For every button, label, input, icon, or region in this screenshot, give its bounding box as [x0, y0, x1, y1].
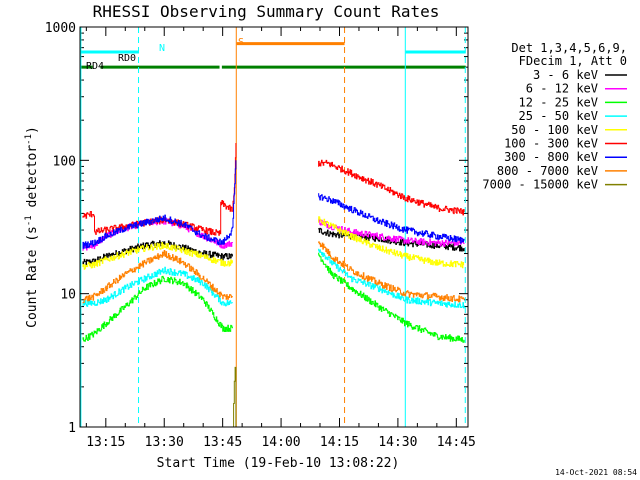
x-axis-ticks: 13:15 13:30 13:45 14:00 14:15 14:30 14:45 — [85, 27, 476, 450]
y-axis-ticks: 1 10 100 1000 — [45, 21, 468, 436]
series-line — [82, 250, 233, 304]
x-tick-label: 14:00 — [261, 435, 300, 450]
bar-label-n: N — [159, 43, 165, 54]
timestamp: 14-Oct-2021 08:54 — [555, 468, 637, 477]
plot-frame — [79, 26, 469, 428]
x-tick-label: 14:45 — [437, 435, 476, 450]
series-line — [318, 241, 465, 303]
series-line — [82, 242, 233, 270]
x-tick-label: 14:30 — [378, 435, 417, 450]
chart-title: RHESSI Observing Summary Count Rates — [93, 2, 440, 21]
y-tick-label: 1 — [68, 421, 76, 436]
legend-header-2: FDecim 1, Att 0 — [519, 54, 627, 68]
series-line — [318, 252, 465, 343]
x-tick-label: 13:45 — [203, 435, 242, 450]
y-axis-label: Count Rate (s-1 detector-1) — [24, 126, 40, 328]
series-lines — [82, 143, 465, 427]
legend-header-1: Det 1,3,4,5,6,9, — [511, 41, 627, 55]
x-tick-label: 13:15 — [86, 435, 125, 450]
series-line — [82, 160, 237, 249]
y-tick-label: 100 — [53, 154, 76, 169]
y-tick-label: 10 — [60, 288, 76, 303]
series-line — [82, 266, 233, 307]
legend: Det 1,3,4,5,6,9, FDecim 1, Att 0 3 - 6 k… — [482, 41, 627, 192]
legend-label: 7000 - 15000 keV — [482, 178, 598, 192]
series-line — [318, 216, 465, 269]
series-line — [318, 159, 465, 216]
series-line — [232, 366, 237, 427]
legend-label: 6 - 12 keV — [526, 82, 598, 96]
x-tick-label: 13:30 — [145, 435, 184, 450]
bar-label-rd4: RD4 — [86, 61, 104, 72]
legend-label: 12 - 25 keV — [519, 95, 598, 109]
legend-label: 800 - 7000 keV — [497, 164, 598, 178]
legend-label: 3 - 6 keV — [533, 68, 598, 82]
bar-label-rd0: RD0 — [118, 53, 136, 64]
y-tick-label: 1000 — [45, 21, 76, 36]
x-tick-label: 14:15 — [320, 435, 359, 450]
series-line — [318, 248, 465, 309]
state-bars — [80, 42, 466, 69]
series-line — [318, 193, 465, 244]
legend-label: 50 - 100 keV — [511, 123, 598, 137]
x-axis-label: Start Time (19-Feb-10 13:08:22) — [157, 456, 400, 471]
bar-label-s: S — [238, 37, 244, 48]
legend-label: 300 - 800 keV — [504, 150, 598, 164]
legend-label: 100 - 300 keV — [504, 137, 598, 151]
series-line — [82, 275, 233, 342]
legend-label: 25 - 50 keV — [519, 109, 598, 123]
